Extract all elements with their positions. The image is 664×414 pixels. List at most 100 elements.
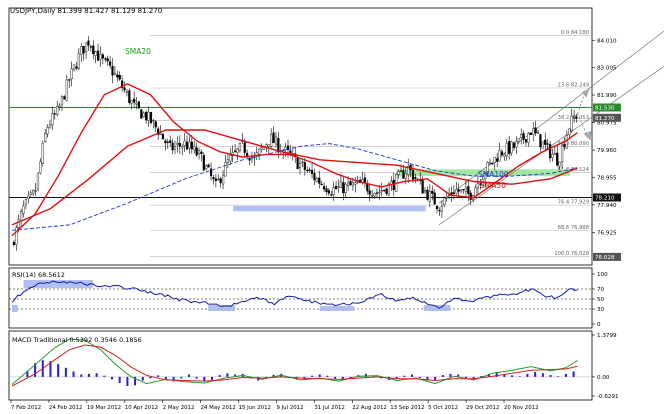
candle-body — [428, 191, 431, 202]
candle-body — [342, 182, 345, 194]
time-tick-label: 13 Sep 2012 — [390, 405, 424, 411]
candle-body — [455, 189, 458, 194]
candle-body — [27, 195, 30, 199]
candle-body — [133, 98, 136, 103]
macd-histogram-bar — [64, 367, 67, 377]
candle-body — [214, 178, 217, 181]
candle-body — [70, 68, 73, 80]
time-tick-label: 2 May 2012 — [163, 405, 195, 411]
horizontal-levels — [9, 106, 592, 199]
rsi-zone — [319, 306, 355, 311]
candle-body — [48, 124, 52, 128]
macd-histogram-bar — [103, 375, 106, 377]
candle-body — [17, 219, 20, 228]
candle-body — [77, 53, 80, 69]
candle-body — [246, 153, 249, 157]
candle-body — [243, 142, 246, 153]
price-panel — [8, 7, 593, 266]
candle-body — [484, 173, 487, 179]
candle-body — [39, 161, 42, 174]
macd-histogram-bar — [118, 376, 121, 383]
candle-body — [32, 190, 35, 194]
time-tick-label: 10 Apr 2012 — [125, 405, 158, 411]
time-tick-label: 15 Jun 2012 — [239, 405, 271, 411]
candle-body — [546, 143, 549, 145]
trend-channel — [438, 30, 664, 226]
candle-body — [176, 142, 179, 145]
fib-label: 76.4 77.929 — [558, 200, 589, 206]
rsi-line — [11, 280, 578, 309]
candle-body — [272, 132, 275, 144]
rsi-zone — [208, 305, 236, 311]
candle-body — [486, 162, 489, 174]
macd-histogram-bar — [34, 363, 37, 377]
candle-body — [551, 153, 554, 158]
candle-body — [236, 148, 239, 153]
macd-histogram-bar — [403, 375, 406, 377]
macd-tick-label: -0.6291 — [597, 394, 619, 400]
fib-label: 23.6 82.249 — [558, 83, 589, 89]
macd-histogram-bar — [134, 376, 137, 386]
macd-histogram-bar — [434, 376, 437, 380]
candle-body — [80, 45, 83, 56]
macd-histogram-bar — [26, 370, 29, 377]
candle-body — [188, 141, 191, 149]
time-tick-label: 20 Nov 2012 — [504, 405, 539, 411]
chart-title: USDJPY,Daily 81.399 81.427 81.129 81.270 — [10, 7, 162, 15]
price-axis: 84.010 83.005 81.990 80.975 79.960 78.955 77.9… — [592, 38, 621, 261]
candle-body — [104, 58, 107, 60]
candle-body — [452, 192, 455, 194]
candle-body — [137, 101, 141, 109]
candle-body — [202, 155, 205, 171]
candle-body — [96, 50, 100, 61]
candle-body — [385, 188, 388, 195]
macd-histogram-bar — [211, 376, 214, 380]
candle-body — [443, 197, 446, 206]
rsi-title: RSI(14) 68.5612 — [12, 271, 65, 279]
time-tick-label: 24 Feb 2012 — [49, 405, 83, 411]
candle-body — [128, 90, 131, 104]
macd-histogram-bar — [526, 373, 529, 377]
candle-body — [411, 170, 415, 180]
candle-body — [169, 140, 172, 143]
macd-panel: 1.3799 0.00 -0.6291 — [8, 330, 619, 401]
candle-body — [469, 192, 472, 200]
candle-body — [149, 112, 153, 124]
candle-body — [296, 157, 299, 170]
candle-body — [226, 159, 229, 163]
candle-body — [142, 112, 145, 117]
candle-body — [421, 180, 424, 194]
candle-body — [277, 138, 280, 153]
candle-body — [399, 170, 403, 172]
time-tick-label: 24 May 2012 — [201, 405, 236, 411]
candle-body — [431, 190, 434, 194]
candle-body — [185, 141, 189, 150]
current-price-label-text: 81.270 — [595, 116, 615, 122]
macd-histogram-bar — [457, 374, 460, 377]
candle-body — [327, 190, 330, 194]
candle-body — [154, 121, 157, 128]
candle-body — [496, 158, 499, 162]
candle-body — [330, 194, 333, 196]
candle-body — [159, 132, 162, 135]
candle-body — [221, 174, 225, 185]
macd-histogram-bar — [503, 373, 506, 377]
candle-body — [500, 151, 504, 155]
macd-tick-label: 1.3799 — [597, 333, 617, 339]
candle-body — [498, 150, 501, 162]
macd-histogram-bar — [518, 376, 521, 377]
macd-histogram-bar — [326, 375, 329, 377]
price-tick-label: 79.960 — [597, 148, 617, 154]
candle-body — [260, 147, 263, 150]
macd-histogram-bar — [195, 376, 198, 379]
candle-body — [164, 140, 167, 144]
candle-body — [337, 186, 340, 189]
candle-body — [101, 54, 104, 59]
candle-body — [488, 161, 492, 164]
candle-body — [121, 80, 124, 88]
candle-body — [65, 79, 68, 101]
macd-histogram-bar — [426, 376, 429, 381]
candle-body — [29, 192, 32, 195]
candle-body — [34, 190, 37, 192]
